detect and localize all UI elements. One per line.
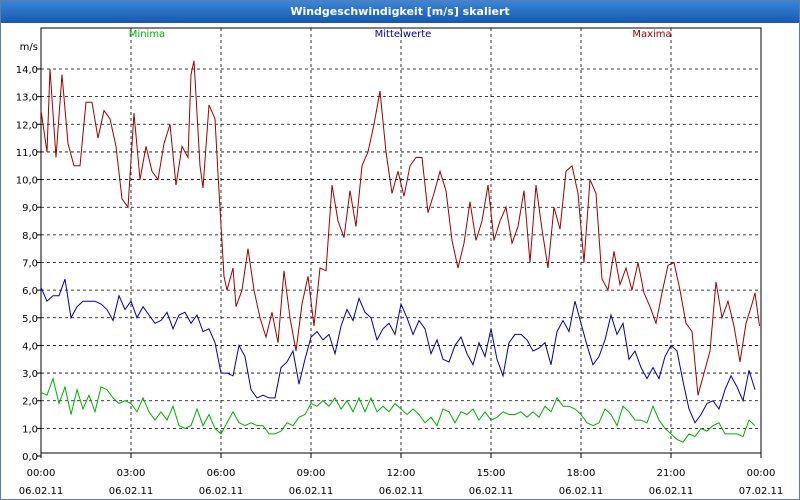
x-tick-label-time: 06:00 <box>207 468 236 479</box>
y-tick-label: 7,0 <box>22 259 38 270</box>
y-tick-label: 1,0 <box>22 424 38 435</box>
x-tick-label-date: 07.02.11 <box>739 486 784 497</box>
x-tick-label-date: 06.02.11 <box>559 486 604 497</box>
x-tick-label-time: 18:00 <box>567 468 596 479</box>
series-line-minima <box>40 376 756 443</box>
y-tick-label: 8,0 <box>22 231 38 242</box>
x-tick-label-time: 00:00 <box>747 468 776 479</box>
y-tick-label: 2,0 <box>22 397 38 408</box>
x-tick-label-date: 06.02.11 <box>469 486 514 497</box>
y-tick-label: 4,0 <box>22 341 38 352</box>
y-tick-label: 6,0 <box>22 286 38 297</box>
legend: Minima Mittelwerte Maxima <box>129 29 672 40</box>
x-tick-label-time: 03:00 <box>117 468 146 479</box>
legend-entry-maxima: Maxima <box>632 29 671 40</box>
window-title: Windgeschwindigkeit [m/s] skaliert <box>1 1 799 23</box>
x-tick-label-time: 09:00 <box>297 468 326 479</box>
y-tick-label: 5,0 <box>22 314 38 325</box>
x-tick-label-time: 15:00 <box>477 468 506 479</box>
x-tick-label-date: 06.02.11 <box>379 486 424 497</box>
y-tick-label: 0,0 <box>22 452 38 463</box>
x-tick-label-date: 06.02.11 <box>649 486 694 497</box>
series-lines <box>40 60 760 443</box>
y-tick-label: 3,0 <box>22 369 38 380</box>
x-tick-label-date: 06.02.11 <box>19 486 64 497</box>
y-tick-label: 9,0 <box>22 203 38 214</box>
y-axis-label: m/s <box>20 42 38 53</box>
y-tick-label: 10,0 <box>16 176 38 187</box>
y-tick-label: 14,0 <box>16 65 38 76</box>
x-tick-label-time: 00:00 <box>27 468 56 479</box>
legend-entry-mittelwerte: Mittelwerte <box>375 29 432 40</box>
y-tick-label: 12,0 <box>16 120 38 131</box>
legend-entry-minima: Minima <box>129 29 165 40</box>
y-tick-label: 11,0 <box>16 148 38 159</box>
x-tick-label-time: 21:00 <box>657 468 686 479</box>
x-tick-label-date: 06.02.11 <box>289 486 334 497</box>
series-line-maxima <box>40 60 760 396</box>
axes: 0,0 1,0 2,0 3,0 4,0 5,0 6,0 7,0 8,0 9,0 10,0 11,0 12… <box>16 27 784 497</box>
series-line-mittelwerte <box>40 278 756 424</box>
x-tick-label-date: 06.02.11 <box>199 486 244 497</box>
x-tick-label-time: 12:00 <box>387 468 416 479</box>
wind-speed-chart: 0,0 1,0 2,0 3,0 4,0 5,0 6,0 7,0 8,0 9,0 10,0 11,0 12… <box>16 27 784 497</box>
y-tick-label: 13,0 <box>16 93 38 104</box>
grid <box>41 28 761 453</box>
x-tick-label-date: 06.02.11 <box>109 486 154 497</box>
